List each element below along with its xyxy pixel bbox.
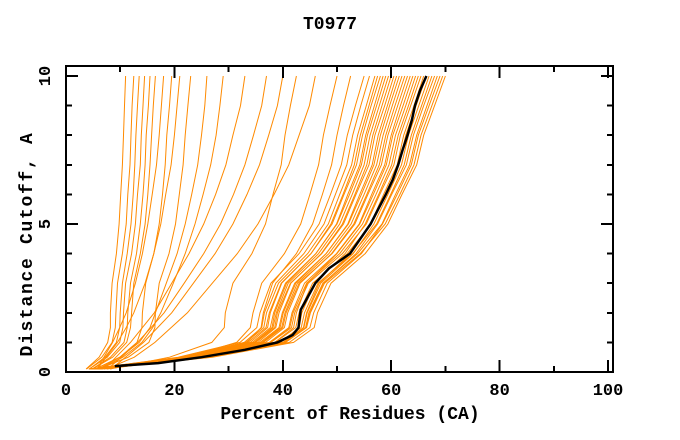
model-curve: [98, 75, 192, 370]
model-curve: [106, 75, 316, 370]
model-curve: [110, 75, 284, 370]
model-curve: [98, 75, 208, 370]
chart-title: T0977: [303, 15, 357, 35]
model-curve: [109, 75, 297, 370]
plot-border: [65, 65, 614, 373]
plot-area: 0 20 40 60 80 100 0 5 10: [37, 65, 624, 401]
model-curve: [96, 75, 181, 370]
y-tick-label: 0: [37, 367, 56, 377]
model-curve: [103, 75, 338, 370]
model-curve: [91, 75, 387, 370]
model-curve: [89, 75, 146, 370]
x-axis-label: Percent of Residues (CA): [220, 405, 479, 425]
model-curve: [93, 75, 441, 370]
y-tick-label: 5: [37, 219, 56, 229]
model-curve: [96, 75, 392, 370]
model-curve: [88, 75, 381, 370]
model-curve: [93, 75, 370, 370]
model-curve: [97, 75, 433, 370]
model-curve: [96, 75, 165, 370]
model-curve: [89, 75, 408, 370]
model-curve: [91, 75, 151, 370]
model-curve: [89, 75, 422, 370]
model-curve: [104, 75, 246, 370]
model-curve: [91, 75, 400, 370]
x-tick-label: 0: [61, 382, 71, 401]
model-curve: [107, 75, 267, 370]
model-curve: [92, 75, 156, 370]
model-curve: [88, 75, 140, 370]
y-axis-label: Distance Cutoff, A: [18, 131, 38, 356]
highlighted-model-curve: [114, 75, 428, 368]
x-tick-label: 40: [273, 382, 293, 401]
model-curve: [88, 75, 395, 370]
y-tick-label: 10: [37, 66, 56, 86]
model-curve: [90, 75, 365, 370]
model-curve: [99, 75, 224, 370]
model-curve: [85, 75, 127, 370]
model-curve: [95, 75, 446, 370]
x-tick-label: 80: [489, 382, 509, 401]
model-curve: [106, 75, 352, 370]
x-tick-label: 20: [164, 382, 184, 401]
x-tick-label: 60: [381, 382, 401, 401]
model-curve: [95, 75, 444, 370]
x-tick-label: 100: [593, 382, 624, 401]
